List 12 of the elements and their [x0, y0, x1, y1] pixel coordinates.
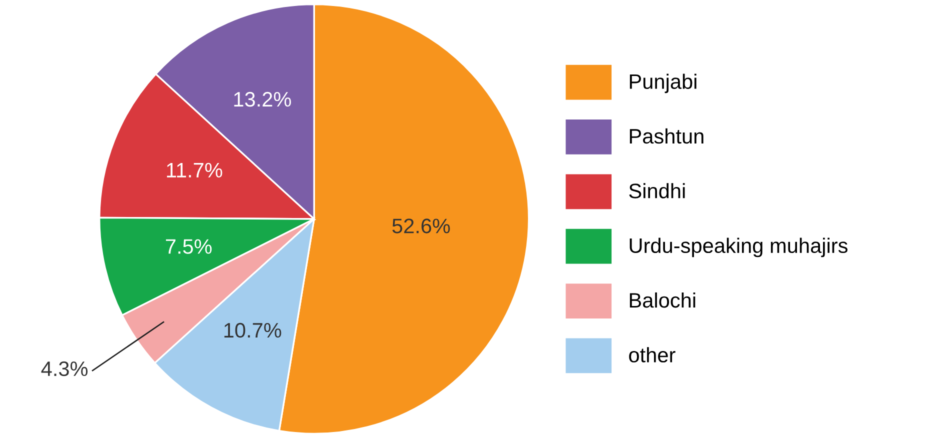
legend-label: Urdu-speaking muhajirs [630, 238, 848, 258]
data-label: 10.7% [224, 322, 282, 338]
legend-label: Pashtun [630, 128, 704, 144]
legend-label: Balochi [630, 292, 696, 308]
data-label: 52.6% [392, 218, 450, 234]
data-label: 4.3% [41, 361, 88, 376]
legend-label: other [629, 347, 676, 362]
data-label: 13.2% [234, 92, 291, 107]
legend-label: Sindhi [629, 183, 685, 198]
legend-label: Punjabi [630, 74, 696, 94]
data-label: 11.7% [166, 162, 222, 178]
data-label: 7.5% [166, 239, 212, 254]
